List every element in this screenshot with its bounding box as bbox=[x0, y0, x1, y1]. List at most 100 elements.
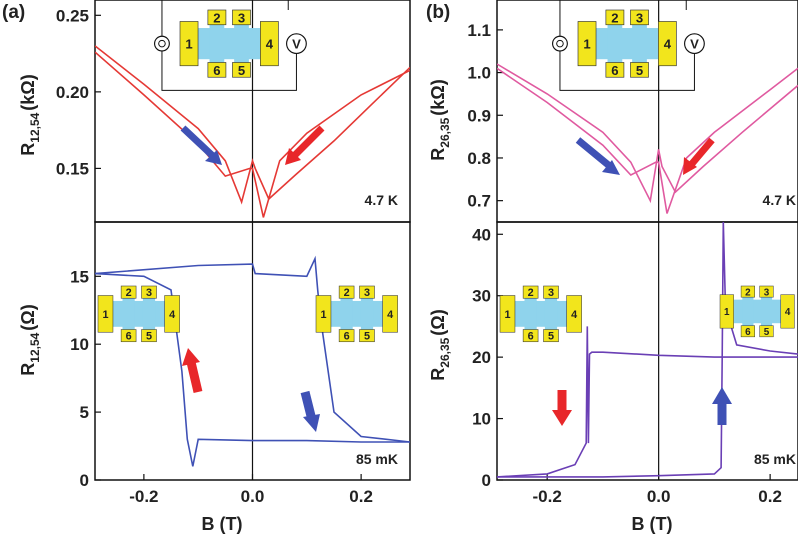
svg-text:R26,35(Ω): R26,35 (Ω) bbox=[428, 309, 452, 380]
device-inset-a-top: 12 3456V bbox=[155, 0, 307, 90]
y-tick-label: 0.8 bbox=[467, 149, 491, 168]
yaxis-b-bottom-R: R bbox=[428, 368, 448, 381]
contact-pad-2-label: 2 bbox=[611, 10, 618, 25]
yaxis-b-top-R: R bbox=[428, 148, 448, 161]
yaxis-a-bottom-R: R bbox=[18, 363, 38, 376]
contact-pad-5-label: 5 bbox=[548, 331, 554, 343]
contact-pad-2-label: 2 bbox=[126, 287, 132, 299]
temp-label-b-top: 4.7 K bbox=[763, 192, 796, 208]
contact-pad-1-label: 1 bbox=[504, 309, 510, 321]
contact-pad-2-label: 2 bbox=[213, 10, 220, 25]
y-tick-label: 10 bbox=[472, 410, 491, 429]
device-inset-a-bottom-left: 1 2 3 4 5 6 bbox=[98, 286, 180, 343]
contact-pad-1-label: 1 bbox=[102, 309, 108, 321]
contact-pad-3-label: 3 bbox=[764, 287, 770, 298]
arrow-red-a-top bbox=[285, 128, 322, 165]
plot-b-bottom: 0 10 20 30 40 -0.2 0.0 0.2 bbox=[472, 222, 798, 506]
contact-pad-3-label: 3 bbox=[238, 10, 245, 25]
series-line-0 bbox=[497, 326, 798, 477]
current-source-icon bbox=[553, 36, 568, 51]
y-tick-label: 40 bbox=[472, 225, 491, 244]
panel-b-label: (b) bbox=[426, 2, 450, 23]
yaxis-a-bottom-unit: (Ω) bbox=[18, 304, 38, 330]
contact-pad-6-label: 6 bbox=[528, 331, 534, 343]
contact-pad-1-label: 1 bbox=[320, 309, 326, 321]
yaxis-a-bottom-sub: 12,54 bbox=[28, 332, 42, 362]
y-tick-label: 0.15 bbox=[56, 159, 89, 178]
contact-pad-2-label: 2 bbox=[528, 287, 534, 299]
x-tick-label: 0.2 bbox=[758, 487, 782, 506]
svg-text:R26,35(kΩ): R26,35 (kΩ) bbox=[428, 79, 452, 160]
arrow-blue-a-bottom bbox=[303, 392, 320, 432]
contact-pad-1-label: 1 bbox=[583, 37, 590, 52]
yaxis-title-b-top: R26,35 (kΩ) bbox=[428, 79, 452, 160]
series-line-0 bbox=[497, 64, 798, 201]
y-tick-label: 0 bbox=[482, 471, 491, 490]
voltmeter-label: V bbox=[292, 37, 301, 52]
xaxis-label-b: B (T) bbox=[632, 514, 673, 534]
x-tick-label: 0.0 bbox=[241, 487, 265, 506]
xaxis-label-a: B (T) bbox=[202, 514, 243, 534]
contact-pad-6-label: 6 bbox=[344, 331, 350, 343]
contact-pad-6-label: 6 bbox=[745, 327, 751, 338]
contact-pad-4-label: 4 bbox=[571, 309, 577, 321]
contact-pad-5-label: 5 bbox=[238, 63, 245, 78]
x-tick-label: -0.2 bbox=[129, 487, 158, 506]
contact-pad-6-label: 6 bbox=[611, 63, 618, 78]
y-tick-label: 20 bbox=[472, 348, 491, 367]
contact-pad-5-label: 5 bbox=[764, 327, 770, 338]
yaxis-title-a-top: R12,54 (kΩ) bbox=[18, 74, 42, 155]
panel-a-label: (a) bbox=[2, 2, 25, 23]
x-tick-label: 0.0 bbox=[647, 487, 671, 506]
y-tick-label: 0.7 bbox=[467, 192, 491, 211]
arrow-blue-b-bottom bbox=[712, 387, 732, 425]
contact-pad-4-label: 4 bbox=[664, 37, 672, 52]
contact-pad-5-label: 5 bbox=[636, 63, 643, 78]
series-line-1 bbox=[497, 222, 798, 477]
device-inset-b-top: 1 2 3 4 5 6 V bbox=[553, 0, 705, 90]
y-tick-label: 0.25 bbox=[56, 6, 89, 25]
contact-pad-2-label: 2 bbox=[344, 287, 350, 299]
contact-pad-6-label: 6 bbox=[213, 63, 220, 78]
temp-label-a-top: 4.7 K bbox=[365, 192, 398, 208]
y-tick-label: 10 bbox=[70, 335, 89, 354]
voltmeter-label: V bbox=[690, 37, 699, 52]
x-tick-label: 0.2 bbox=[349, 487, 373, 506]
temp-label-b-bottom: 85 mK bbox=[754, 451, 796, 467]
contact-pad-1-label: 1 bbox=[185, 37, 192, 52]
yaxis-title-a-bottom: R12,54 (Ω) bbox=[18, 304, 42, 375]
contact-pad-3-label: 3 bbox=[636, 10, 643, 25]
yaxis-b-bottom-unit: (Ω) bbox=[428, 309, 448, 335]
contact-pad-4-label: 4 bbox=[169, 309, 175, 321]
yaxis-b-top-unit: (kΩ) bbox=[428, 79, 448, 115]
y-tick-label: 0.9 bbox=[467, 106, 491, 125]
svg-text:R12,54(Ω): R12,54 (Ω) bbox=[18, 304, 42, 375]
svg-text:R12,54(kΩ): R12,54 (kΩ) bbox=[18, 74, 42, 155]
temp-label-a-bottom: 85 mK bbox=[356, 451, 398, 467]
y-tick-label: 1.1 bbox=[467, 21, 491, 40]
device-inset-b-bottom-left: 1 2 3 4 5 6 bbox=[500, 286, 582, 343]
yaxis-a-top-R: R bbox=[18, 143, 38, 156]
contact-pad-3-label: 3 bbox=[364, 287, 370, 299]
y-tick-label: 1.0 bbox=[467, 64, 491, 83]
contact-pad-2-label: 2 bbox=[745, 287, 751, 298]
contact-pad-1-label: 1 bbox=[724, 307, 730, 318]
device-inset-a-bottom-right: 12 3456 bbox=[316, 286, 398, 343]
yaxis-a-top-unit: (kΩ) bbox=[18, 74, 38, 110]
y-tick-label: 5 bbox=[80, 403, 89, 422]
y-tick-label: 0.20 bbox=[56, 83, 89, 102]
current-source-icon bbox=[155, 36, 170, 51]
contact-pad-4-label: 4 bbox=[387, 309, 393, 321]
contact-pad-3-label: 3 bbox=[146, 287, 152, 299]
yaxis-a-top-sub: 12,54 bbox=[28, 112, 42, 142]
contact-pad-3-label: 3 bbox=[548, 287, 554, 299]
contact-pad-4-label: 4 bbox=[785, 307, 791, 318]
y-tick-label: 30 bbox=[472, 287, 491, 306]
yaxis-b-top-sub: 26,35 bbox=[438, 117, 452, 147]
yaxis-b-bottom-sub: 26,35 bbox=[438, 337, 452, 367]
x-tick-label: -0.2 bbox=[533, 487, 562, 506]
y-tick-label: 0 bbox=[80, 471, 89, 490]
device-inset-b-bottom-right: 1 2 3 4 5 6 bbox=[720, 286, 794, 338]
contact-pad-5-label: 5 bbox=[146, 331, 152, 343]
